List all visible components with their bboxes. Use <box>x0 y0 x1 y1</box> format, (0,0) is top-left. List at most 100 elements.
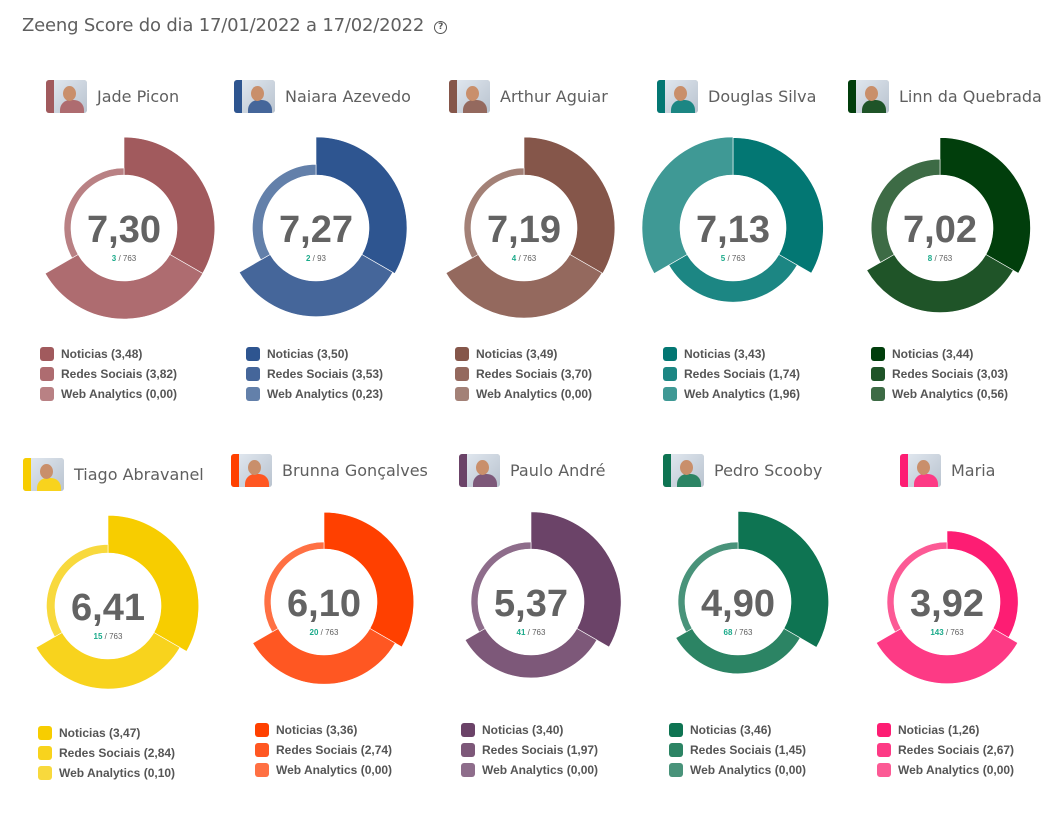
score-value: 7,27 <box>279 209 353 251</box>
score-donut-paulo-andre: 5,37 41 / 763 <box>464 511 622 679</box>
legend-swatch <box>255 723 269 737</box>
rank-total: / 763 <box>725 254 746 263</box>
legend-label: Noticias (3,50) <box>267 347 349 361</box>
legend-item-web-analytics[interactable]: Web Analytics (0,00) <box>455 384 592 404</box>
rank-total: / 763 <box>318 628 339 637</box>
legend-item-web-analytics[interactable]: Web Analytics (0,00) <box>461 760 598 780</box>
rank-position: 5 <box>721 254 726 263</box>
legend-item-noticias[interactable]: Noticias (3,44) <box>871 344 1008 364</box>
legend-swatch <box>461 763 475 777</box>
legend-item-redes-sociais[interactable]: Redes Sociais (2,74) <box>255 740 392 760</box>
legend-swatch <box>255 763 269 777</box>
avatar <box>23 458 64 491</box>
legend-swatch <box>669 723 683 737</box>
legend-item-redes-sociais[interactable]: Redes Sociais (3,70) <box>455 364 592 384</box>
legend-swatch <box>455 387 469 401</box>
score-donut-tiago-abravanel: 6,41 15 / 763 <box>35 514 200 690</box>
legend-label: Web Analytics (0,00) <box>61 387 178 401</box>
legend-item-redes-sociais[interactable]: Redes Sociais (3,82) <box>40 364 177 384</box>
rank-label: 8 / 763 <box>928 254 953 263</box>
participant-name: Maria <box>951 461 996 480</box>
legend-label: Redes Sociais (2,84) <box>59 746 176 760</box>
legend-label: Web Analytics (0,00) <box>482 763 599 777</box>
legend-swatch <box>40 367 54 381</box>
donut-hole <box>263 175 369 281</box>
participant-name: Paulo André <box>510 461 606 480</box>
avatar <box>657 80 698 113</box>
rank-label: 20 / 763 <box>310 628 339 637</box>
legend-item-web-analytics[interactable]: Web Analytics (0,00) <box>669 760 806 780</box>
legend-swatch <box>877 763 891 777</box>
legend-swatch <box>669 743 683 757</box>
legend-item-web-analytics[interactable]: Web Analytics (1,96) <box>663 384 800 404</box>
legend-label: Noticias (3,43) <box>684 347 766 361</box>
legend-item-redes-sociais[interactable]: Redes Sociais (2,84) <box>38 743 175 763</box>
legend-item-redes-sociais[interactable]: Redes Sociais (2,67) <box>877 740 1014 760</box>
legend-label: Web Analytics (0,10) <box>59 766 176 780</box>
donut-hole <box>680 175 786 281</box>
participant-name: Brunna Gonçalves <box>282 461 428 480</box>
rank-total: / 763 <box>116 254 137 263</box>
score-value: 7,19 <box>487 209 561 251</box>
legend-item-redes-sociais[interactable]: Redes Sociais (1,74) <box>663 364 800 384</box>
legend-item-redes-sociais[interactable]: Redes Sociais (3,53) <box>246 364 383 384</box>
score-donut-linn-da-quebrada: 7,02 8 / 763 <box>866 137 1031 313</box>
legend-item-redes-sociais[interactable]: Redes Sociais (1,97) <box>461 740 598 760</box>
rank-label: 3 / 763 <box>112 254 137 263</box>
legend-item-noticias[interactable]: Noticias (3,36) <box>255 720 392 740</box>
legend-label: Redes Sociais (2,67) <box>898 743 1015 757</box>
legend-item-noticias[interactable]: Noticias (3,46) <box>669 720 806 740</box>
rank-position: 143 <box>930 628 944 637</box>
legend-item-noticias[interactable]: Noticias (3,47) <box>38 723 175 743</box>
legend-item-redes-sociais[interactable]: Redes Sociais (1,45) <box>669 740 806 760</box>
legend-item-web-analytics[interactable]: Web Analytics (0,23) <box>246 384 383 404</box>
legend-naiara-azevedo: Noticias (3,50) Redes Sociais (3,53) Web A… <box>246 344 383 404</box>
legend-label: Noticias (3,40) <box>482 723 564 737</box>
legend-tiago-abravanel: Noticias (3,47) Redes Sociais (2,84) Web A… <box>38 723 175 783</box>
legend-douglas-silva: Noticias (3,43) Redes Sociais (1,74) Web A… <box>663 344 800 404</box>
legend-item-noticias[interactable]: Noticias (3,48) <box>40 344 177 364</box>
legend-label: Web Analytics (0,00) <box>276 763 393 777</box>
question-circle-icon[interactable]: ? <box>434 21 448 34</box>
legend-label: Redes Sociais (3,70) <box>476 367 593 381</box>
legend-item-web-analytics[interactable]: Web Analytics (0,56) <box>871 384 1008 404</box>
score-value: 6,41 <box>71 587 145 629</box>
legend-label: Noticias (3,44) <box>892 347 974 361</box>
donut-hole <box>478 549 584 655</box>
legend-item-noticias[interactable]: Noticias (1,26) <box>877 720 1014 740</box>
legend-label: Web Analytics (0,00) <box>476 387 593 401</box>
legend-item-redes-sociais[interactable]: Redes Sociais (3,03) <box>871 364 1008 384</box>
legend-item-web-analytics[interactable]: Web Analytics (0,10) <box>38 763 175 783</box>
legend-label: Noticias (3,36) <box>276 723 358 737</box>
participant-name: Arthur Aguiar <box>500 87 608 106</box>
participant-name: Tiago Abravanel <box>74 465 204 484</box>
legend-brunna-goncalves: Noticias (3,36) Redes Sociais (2,74) Web A… <box>255 720 392 780</box>
participant-header-pedro-scooby: Pedro Scooby <box>663 454 822 487</box>
legend-item-web-analytics[interactable]: Web Analytics (0,00) <box>40 384 177 404</box>
donut-hole <box>71 175 177 281</box>
legend-swatch <box>38 726 52 740</box>
legend-item-noticias[interactable]: Noticias (3,40) <box>461 720 598 740</box>
rank-total: / 763 <box>944 628 965 637</box>
legend-item-noticias[interactable]: Noticias (3,43) <box>663 344 800 364</box>
legend-item-noticias[interactable]: Noticias (3,50) <box>246 344 383 364</box>
legend-pedro-scooby: Noticias (3,46) Redes Sociais (1,45) Web A… <box>669 720 806 780</box>
legend-paulo-andre: Noticias (3,40) Redes Sociais (1,97) Web A… <box>461 720 598 780</box>
participant-header-arthur-aguiar: Arthur Aguiar <box>449 80 608 113</box>
rank-total: / 763 <box>932 254 953 263</box>
legend-label: Noticias (3,46) <box>690 723 772 737</box>
legend-label: Web Analytics (1,96) <box>684 387 801 401</box>
score-value: 6,10 <box>287 583 361 625</box>
avatar <box>848 80 889 113</box>
legend-item-noticias[interactable]: Noticias (3,49) <box>455 344 592 364</box>
legend-label: Noticias (3,47) <box>59 726 141 740</box>
legend-swatch <box>663 367 677 381</box>
legend-jade-picon: Noticias (3,48) Redes Sociais (3,82) Web A… <box>40 344 177 404</box>
legend-item-web-analytics[interactable]: Web Analytics (0,00) <box>877 760 1014 780</box>
rank-position: 15 <box>94 632 103 641</box>
participant-header-douglas-silva: Douglas Silva <box>657 80 816 113</box>
legend-item-web-analytics[interactable]: Web Analytics (0,00) <box>255 760 392 780</box>
score-donut-naiara-azevedo: 7,27 2 / 93 <box>238 136 408 317</box>
legend-swatch <box>669 763 683 777</box>
legend-swatch <box>877 723 891 737</box>
